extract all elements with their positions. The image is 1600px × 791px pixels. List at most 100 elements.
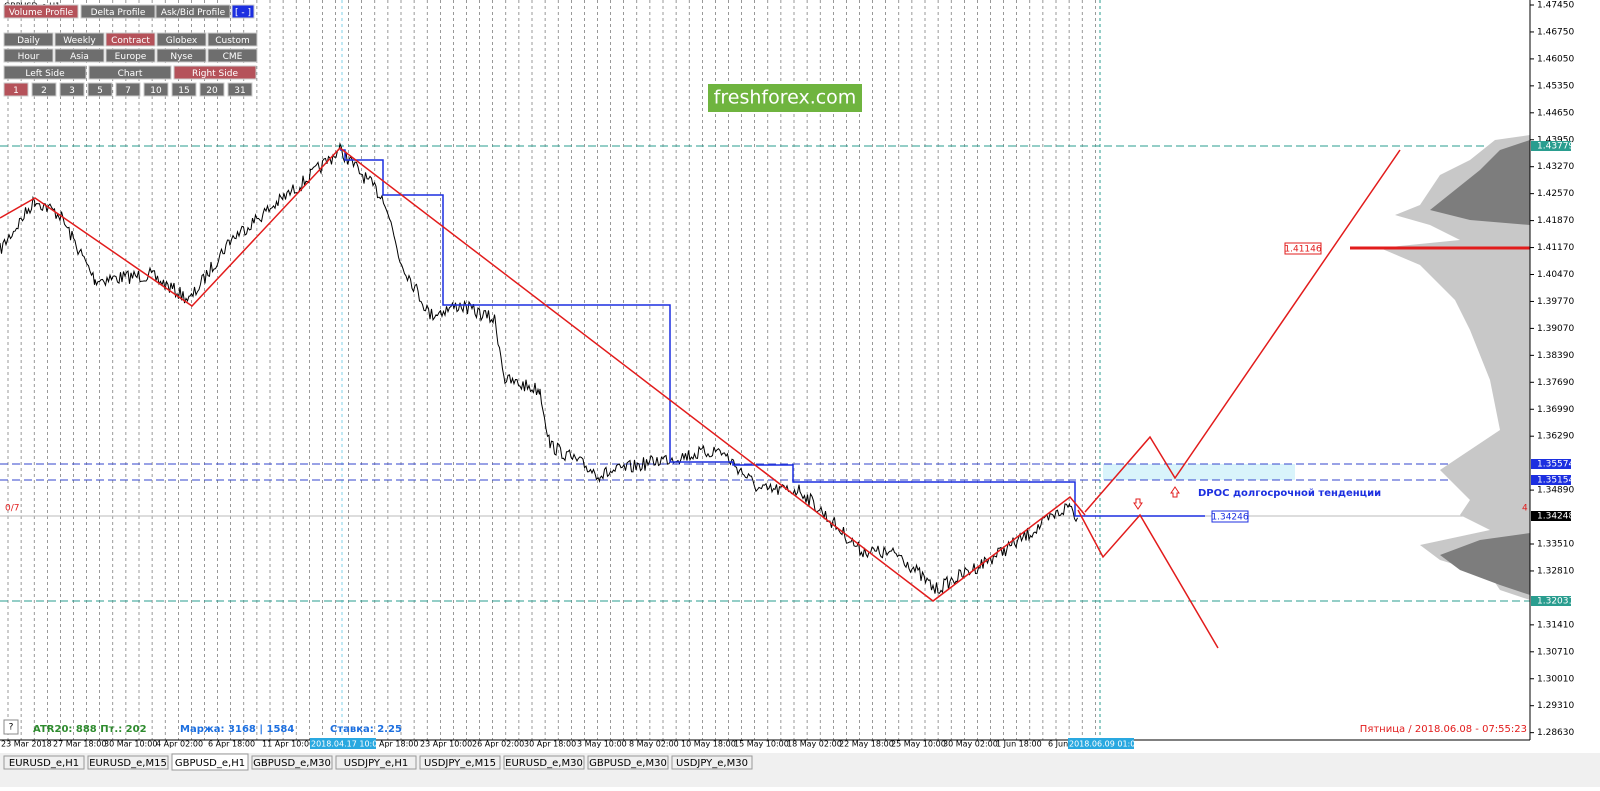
time-label: 8 May 02:00: [629, 740, 679, 749]
tab[interactable]: [419, 755, 501, 770]
time-label: 30 Apr 18:00: [524, 740, 576, 749]
button[interactable]: [80, 4, 156, 19]
tab-label: EURUSD_e,M30: [505, 758, 583, 769]
button[interactable]: [173, 65, 257, 80]
button[interactable]: [105, 32, 156, 47]
price-label: 1.30710: [1537, 647, 1574, 657]
button[interactable]: [156, 48, 207, 63]
tab[interactable]: [335, 755, 417, 770]
button[interactable]: [3, 32, 54, 47]
price-highlight-label: 1.35154: [1537, 476, 1574, 486]
price-label: 1.28630: [1537, 728, 1574, 738]
help-label: ?: [9, 723, 14, 733]
button-label: Volume Profile: [9, 8, 74, 18]
button-label: 10: [150, 86, 162, 96]
button-label: Europe: [115, 52, 147, 62]
tab-label: USDJPY_e,M15: [424, 758, 496, 769]
projection-up: [1084, 149, 1401, 513]
button[interactable]: [3, 48, 54, 63]
button-label: CME: [223, 52, 243, 62]
tab[interactable]: [503, 755, 585, 770]
price-label: 1.32810: [1537, 566, 1574, 576]
help-button[interactable]: [3, 719, 19, 735]
price-label: 1.45350: [1537, 81, 1574, 91]
dpoc-label: DPOC долгосрочной тенденции: [1198, 488, 1381, 499]
time-label: 2018.04.17 10:00: [311, 740, 382, 749]
button[interactable]: [171, 82, 197, 97]
button-label: Weekly: [63, 36, 96, 46]
tab[interactable]: [587, 755, 669, 770]
price-label: 1.36990: [1537, 405, 1574, 415]
watermark-bg: [708, 84, 862, 112]
price-highlight-label: 1.34248: [1537, 512, 1574, 522]
button-label: Nyse: [170, 52, 193, 62]
price-highlight-label: 1.43779: [1537, 142, 1574, 152]
button-label: Contract: [111, 36, 150, 46]
time-label: 1 Jun 18:00: [996, 740, 1042, 749]
time-label: 2018.06.09 01:00: [1069, 740, 1140, 749]
price-label: 1.43950: [1537, 135, 1574, 145]
button-label: Delta Profile: [91, 8, 146, 18]
watermark: freshforex.com: [714, 87, 857, 109]
button[interactable]: [143, 82, 169, 97]
time-label: 11 Apr 10:00: [262, 740, 314, 749]
price-label: 1.42570: [1537, 189, 1574, 199]
price-label: 1.34890: [1537, 486, 1574, 496]
button-label: Globex: [166, 36, 198, 46]
tab[interactable]: [87, 755, 169, 770]
time-label: Apr 18:00: [379, 740, 418, 749]
time-label: 4 Apr 02:00: [156, 740, 203, 749]
button[interactable]: [87, 82, 113, 97]
button[interactable]: [227, 82, 253, 97]
button-label: Custom: [215, 36, 249, 46]
button[interactable]: [59, 82, 85, 97]
projection-down: [1077, 509, 1219, 649]
button-label: 2: [41, 86, 47, 96]
counter: 4: [1522, 504, 1528, 514]
button[interactable]: [155, 4, 231, 19]
label-box: [1284, 242, 1322, 255]
button[interactable]: [3, 65, 87, 80]
tab-label: USDJPY_e,M30: [676, 758, 748, 769]
time-label: 30 May 02:00: [943, 740, 998, 749]
zone: [1103, 464, 1295, 480]
tab[interactable]: [3, 755, 85, 770]
counter: 0/7: [5, 504, 19, 514]
button[interactable]: [3, 4, 79, 19]
button-label: Chart: [118, 69, 143, 79]
button[interactable]: [54, 48, 105, 63]
button[interactable]: [207, 48, 258, 63]
price-label: 1.44650: [1537, 108, 1574, 118]
button-label: 15: [178, 86, 189, 96]
price-highlight: [1531, 511, 1571, 521]
time-label: 30 Mar 10:00: [104, 740, 157, 749]
button-label: [ - ]: [235, 8, 251, 18]
tab[interactable]: [251, 755, 333, 770]
button-label: 31: [234, 86, 245, 96]
button-label: 3: [69, 86, 75, 96]
button[interactable]: [207, 32, 258, 47]
tab[interactable]: [671, 755, 753, 770]
button[interactable]: [156, 32, 207, 47]
margin-info: Маржа: 3168 | 1584: [180, 724, 294, 735]
button[interactable]: [115, 82, 141, 97]
price-label: 1.43270: [1537, 162, 1574, 172]
button[interactable]: [3, 82, 29, 97]
button[interactable]: [105, 48, 156, 63]
tab[interactable]: [171, 753, 249, 771]
time-label: 23 Mar 2018: [1, 740, 52, 749]
button-label: 1: [13, 86, 19, 96]
time-label: 22 May 18:00: [839, 740, 894, 749]
tab-label: USDJPY_e,H1: [344, 758, 408, 769]
button[interactable]: [31, 82, 57, 97]
button[interactable]: [54, 32, 105, 47]
price-highlight: [1531, 475, 1571, 485]
button[interactable]: [231, 4, 255, 19]
price-highlight: [1531, 596, 1571, 606]
button[interactable]: [199, 82, 225, 97]
time-label: 10 May 18:00: [681, 740, 736, 749]
time-label: 3 May 10:00: [577, 740, 627, 749]
button[interactable]: [88, 65, 172, 80]
price-label: 1.38390: [1537, 351, 1574, 361]
